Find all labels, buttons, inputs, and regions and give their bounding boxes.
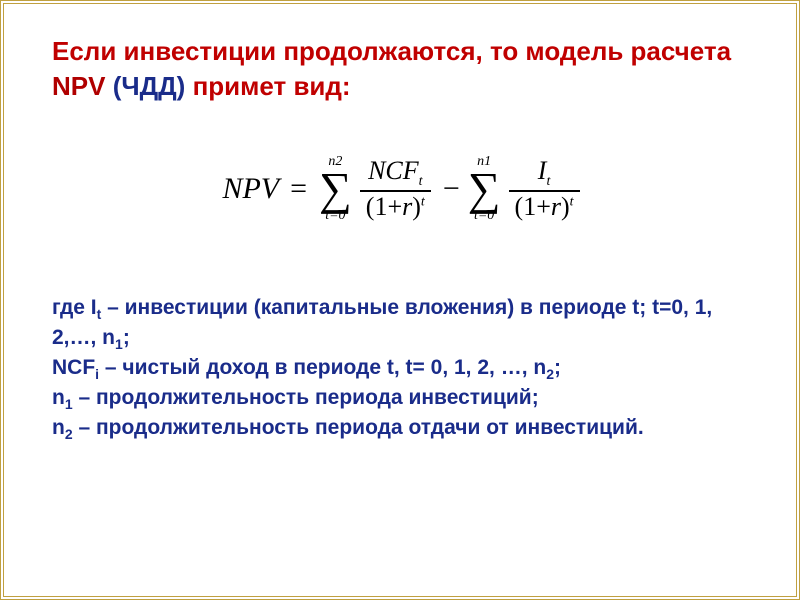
slide-frame: Если инвестиции продолжаются, то модель … bbox=[0, 0, 800, 600]
l2b: – чистый доход в периоде t, t= 0, 1, 2, … bbox=[99, 356, 546, 379]
legend: где It – инвестиции (капитальные вложени… bbox=[52, 294, 756, 444]
frac1-den-close: ) bbox=[412, 192, 421, 221]
formula-eq: = bbox=[290, 172, 307, 205]
sum2-lower: t=0 bbox=[474, 208, 494, 224]
l1a: где I bbox=[52, 296, 97, 319]
l2c: ; bbox=[554, 356, 561, 379]
l4b: – продолжительность периода отдачи от ин… bbox=[73, 416, 644, 439]
frac1-num-sub: t bbox=[419, 174, 423, 189]
frac2-num: It bbox=[532, 156, 557, 190]
frac1: NCFt (1+r)t bbox=[360, 156, 431, 222]
frac2-den-r: r bbox=[551, 192, 561, 221]
l2sub2: 2 bbox=[546, 366, 554, 382]
frac1-den-r: r bbox=[402, 192, 412, 221]
heading: Если инвестиции продолжаются, то модель … bbox=[52, 34, 756, 104]
sum2: n1 ∑ t=0 bbox=[468, 154, 501, 223]
legend-line1: где It – инвестиции (капитальные вложени… bbox=[52, 294, 756, 354]
l3a: n bbox=[52, 386, 65, 409]
sum1: n2 ∑ t=0 bbox=[319, 154, 352, 223]
l2a: NCF bbox=[52, 356, 95, 379]
formula-lhs: NPV = bbox=[222, 172, 311, 206]
frac1-num: NCFt bbox=[362, 156, 428, 190]
npv-formula: NPV = n2 ∑ t=0 NCFt (1+r)t − n1 ∑ bbox=[222, 154, 585, 223]
frac2-num-sub: t bbox=[546, 174, 550, 189]
frac1-den-exp: t bbox=[421, 194, 425, 209]
l4sub: 2 bbox=[65, 426, 73, 442]
frac2: It (1+r)t bbox=[509, 156, 580, 222]
heading-npv: NPV bbox=[52, 71, 105, 101]
sigma1: ∑ bbox=[319, 168, 352, 209]
frac1-den-plus: + bbox=[387, 192, 402, 221]
frac2-den-open: (1 bbox=[515, 192, 537, 221]
l3b: – продолжительность периода инвестиций; bbox=[73, 386, 539, 409]
l1c: ; bbox=[123, 326, 130, 349]
l1sub2: 1 bbox=[115, 336, 123, 352]
legend-line3: n1 – продолжительность периода инвестици… bbox=[52, 384, 756, 414]
frac2-den-close: ) bbox=[561, 192, 570, 221]
frac2-den-exp: t bbox=[570, 194, 574, 209]
sum1-lower: t=0 bbox=[325, 208, 345, 224]
l4a: n bbox=[52, 416, 65, 439]
l3sub: 1 bbox=[65, 396, 73, 412]
frac1-den-open: (1 bbox=[366, 192, 388, 221]
heading-part1: Если инвестиции продолжаются, то модель … bbox=[52, 36, 731, 66]
legend-line4: n2 – продолжительность периода отдачи от… bbox=[52, 414, 756, 444]
formula-npv: NPV bbox=[222, 172, 278, 205]
legend-line2: NCFi – чистый доход в периоде t, t= 0, 1… bbox=[52, 354, 756, 384]
l1b: – инвестиции (капитальные вложения) в пе… bbox=[52, 296, 712, 349]
heading-part2: примет вид: bbox=[193, 71, 351, 101]
heading-chdd: (ЧДД) bbox=[113, 71, 193, 101]
frac1-num-base: NCF bbox=[368, 156, 419, 185]
formula-container: NPV = n2 ∑ t=0 NCFt (1+r)t − n1 ∑ bbox=[52, 154, 756, 223]
frac2-den-plus: + bbox=[536, 192, 551, 221]
frac2-den: (1+r)t bbox=[509, 192, 580, 222]
sigma2: ∑ bbox=[468, 168, 501, 209]
frac1-den: (1+r)t bbox=[360, 192, 431, 222]
minus: − bbox=[443, 172, 460, 206]
